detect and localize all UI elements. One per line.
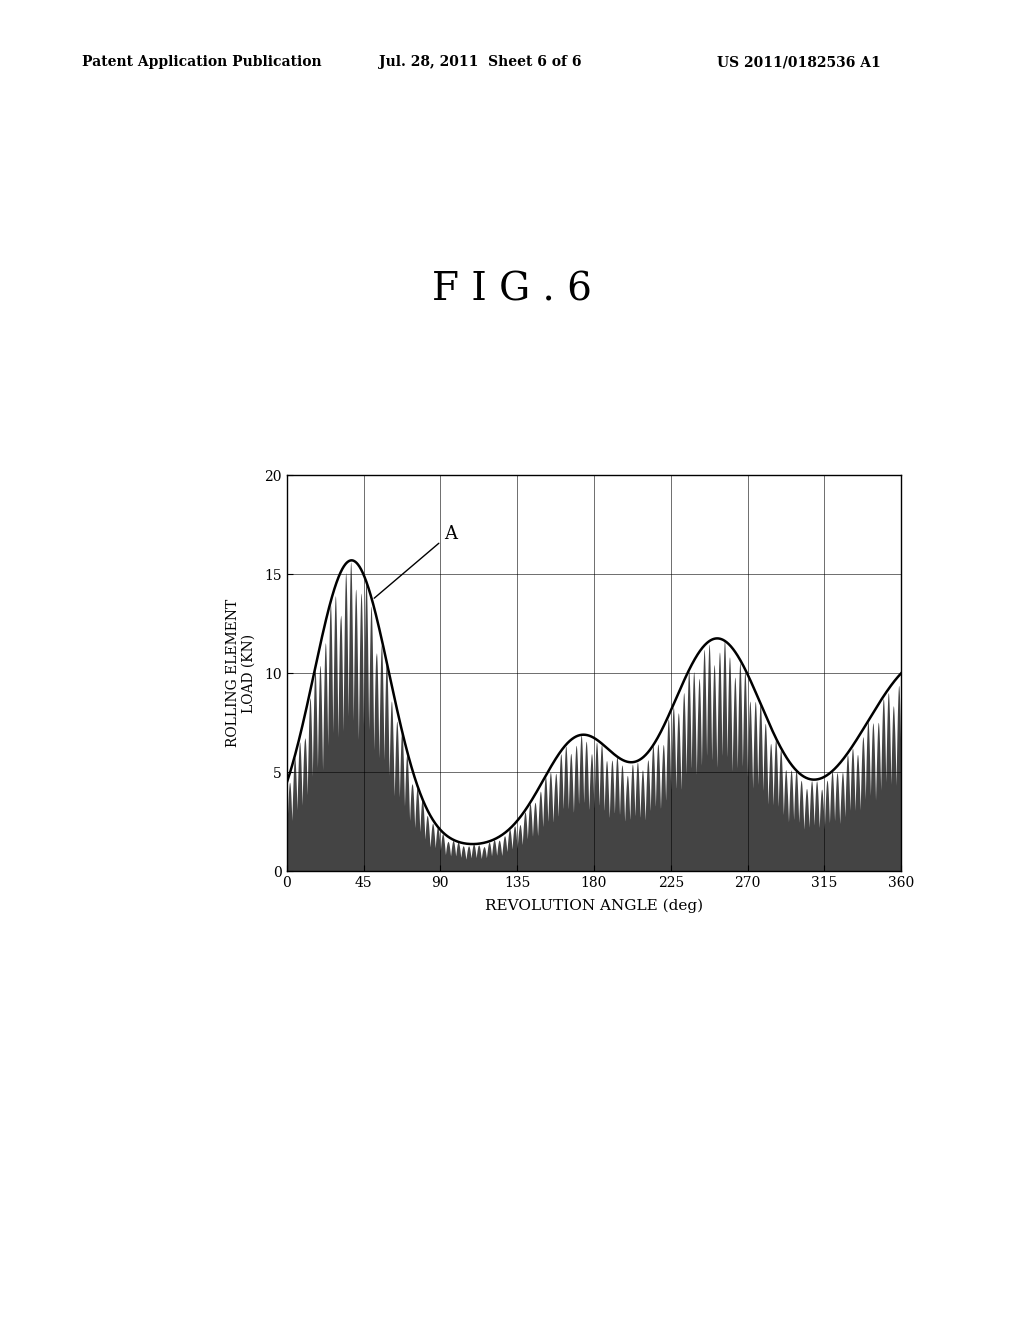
Text: Jul. 28, 2011  Sheet 6 of 6: Jul. 28, 2011 Sheet 6 of 6 — [379, 55, 582, 70]
X-axis label: REVOLUTION ANGLE (deg): REVOLUTION ANGLE (deg) — [484, 899, 703, 913]
Text: F I G . 6: F I G . 6 — [432, 272, 592, 309]
Text: Patent Application Publication: Patent Application Publication — [82, 55, 322, 70]
Text: A: A — [374, 524, 457, 598]
Y-axis label: ROLLING ELEMENT
LOAD (KN): ROLLING ELEMENT LOAD (KN) — [225, 599, 256, 747]
Text: US 2011/0182536 A1: US 2011/0182536 A1 — [717, 55, 881, 70]
